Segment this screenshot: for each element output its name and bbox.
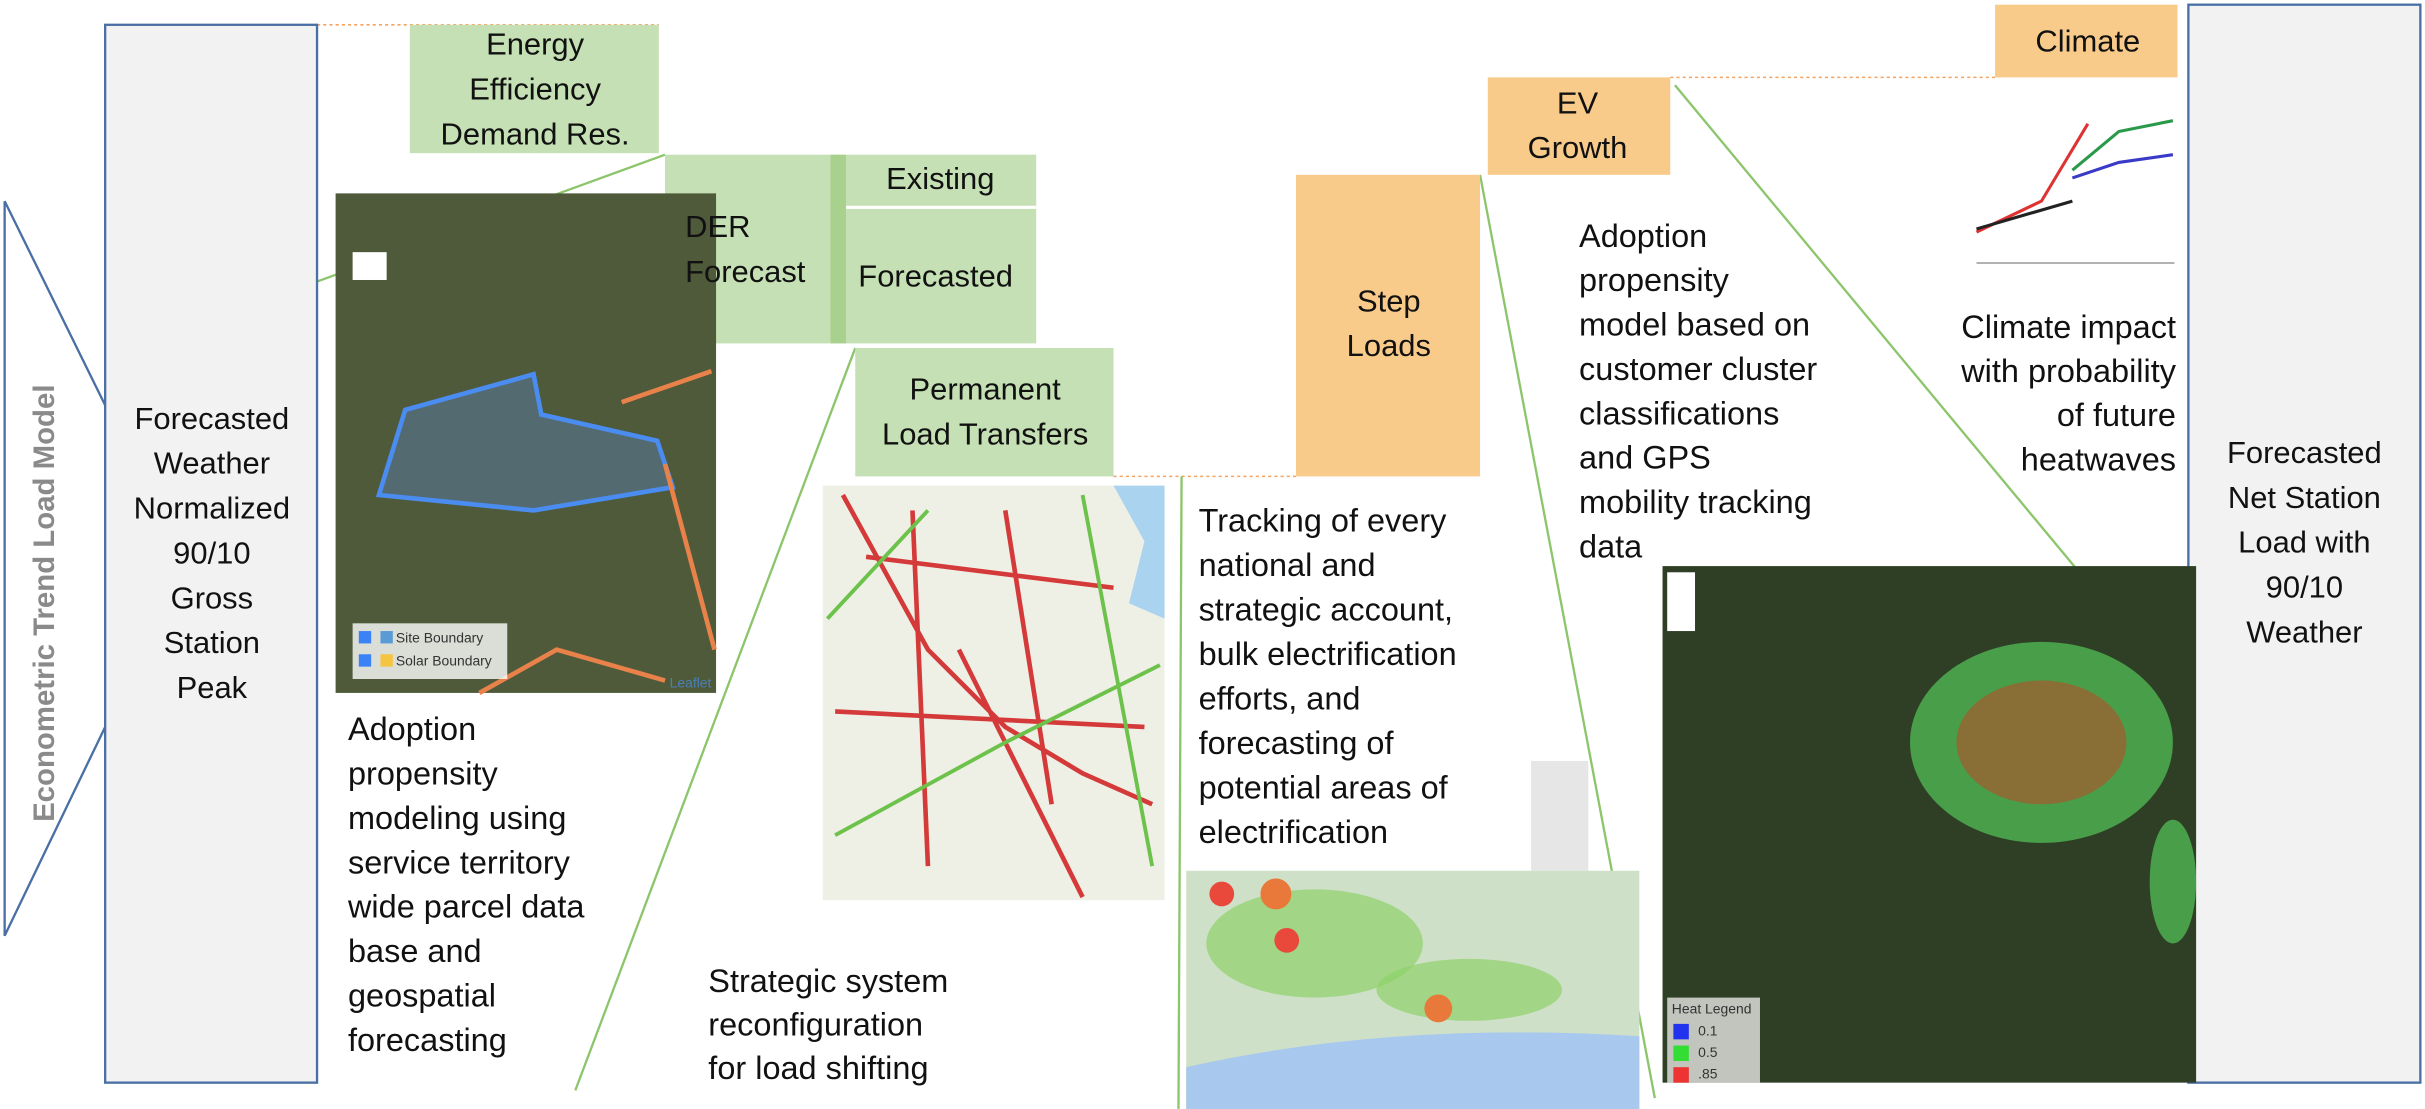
description: Strategic system — [708, 963, 948, 999]
box-label: Energy — [486, 27, 585, 62]
page: {"side_label":"Econometric Trend Load Mo… — [0, 0, 2425, 1109]
description: forecasting of — [1199, 725, 1395, 761]
description: strategic account, — [1199, 591, 1453, 627]
map-legend: Solar Boundary — [396, 653, 492, 669]
end-box-text: Net Station — [2228, 480, 2381, 515]
description: propensity — [1579, 262, 1730, 298]
heat-legend-title: Heat Legend — [1672, 1001, 1752, 1017]
der-divider — [831, 155, 846, 344]
description: geospatial — [348, 977, 496, 1013]
description: electrification — [1199, 814, 1389, 850]
description: wide parcel data — [347, 889, 585, 925]
start-box-text: Station — [164, 625, 260, 660]
start-box-text: Normalized — [134, 491, 290, 526]
description: mobility tracking — [1579, 484, 1812, 520]
map-legend: Site Boundary — [396, 629, 483, 645]
end-box-text: Weather — [2246, 614, 2362, 649]
end-box-text: 90/10 — [2266, 569, 2343, 604]
heat-legend-value: 0.1 — [1698, 1022, 1718, 1038]
box-label: Forecasted — [858, 259, 1013, 294]
box-label: EV — [1557, 85, 1599, 120]
start-box-text: Forecasted — [135, 401, 290, 436]
description: service territory — [348, 844, 571, 880]
box-label: Efficiency — [469, 71, 601, 106]
box-label: Growth — [1528, 130, 1628, 165]
description: forecasting — [348, 1022, 507, 1058]
description: model based on — [1579, 307, 1810, 343]
satellite-image — [336, 193, 716, 693]
end-box-text: Load with — [2238, 525, 2370, 560]
box-label: Step — [1357, 283, 1421, 318]
box-label: Demand Res. — [441, 116, 630, 151]
description: heatwaves — [2021, 441, 2176, 477]
description: propensity — [348, 756, 499, 792]
box-label: Existing — [886, 161, 994, 196]
description: efforts, and — [1199, 681, 1361, 717]
heat-legend-value: 0.5 — [1698, 1044, 1718, 1060]
diagram: Econometric Trend Load Model Site Bounda… — [0, 0, 2425, 1109]
climate-chart — [1972, 85, 2178, 286]
description: for load shifting — [708, 1050, 928, 1086]
description: potential areas of — [1199, 770, 1449, 806]
description: data — [1579, 529, 1643, 565]
box-label: DER — [685, 209, 750, 244]
box-label: Load Transfers — [882, 416, 1088, 451]
heat-legend-value: .85 — [1698, 1066, 1718, 1082]
description: classifications — [1579, 395, 1779, 431]
end-box-text: Forecasted — [2227, 435, 2382, 470]
description: with probability — [1960, 353, 2177, 389]
description: national and — [1199, 547, 1376, 583]
box-label: Permanent — [910, 372, 1062, 407]
box-label: Loads — [1347, 328, 1431, 363]
heat-legend-values: 0.1 0.5 .85 — [1698, 1022, 1718, 1081]
step-box — [1296, 175, 1480, 477]
description: of future — [2057, 397, 2176, 433]
description: reconfiguration — [708, 1007, 923, 1043]
description: customer cluster — [1579, 351, 1817, 387]
side-label: Econometric Trend Load Model — [28, 385, 61, 822]
box-label: Forecast — [685, 254, 806, 289]
box-label: Climate — [2035, 24, 2140, 59]
description: modeling using — [348, 800, 566, 836]
start-box-text: Peak — [177, 670, 248, 705]
description: base and — [348, 933, 482, 969]
map-attribution: Leaflet — [670, 674, 712, 690]
description: Adoption — [348, 711, 476, 747]
description: bulk electrification — [1199, 636, 1457, 672]
street-map — [823, 486, 1165, 900]
start-box-text: Gross — [171, 580, 253, 615]
start-box-text: 90/10 — [173, 535, 250, 570]
description: Climate impact — [1961, 309, 2176, 345]
start-box-text: Weather — [154, 446, 270, 481]
transfers-box — [855, 348, 1113, 476]
description: Tracking of every — [1199, 502, 1448, 538]
description: Adoption — [1579, 218, 1707, 254]
description: and GPS — [1579, 440, 1711, 476]
